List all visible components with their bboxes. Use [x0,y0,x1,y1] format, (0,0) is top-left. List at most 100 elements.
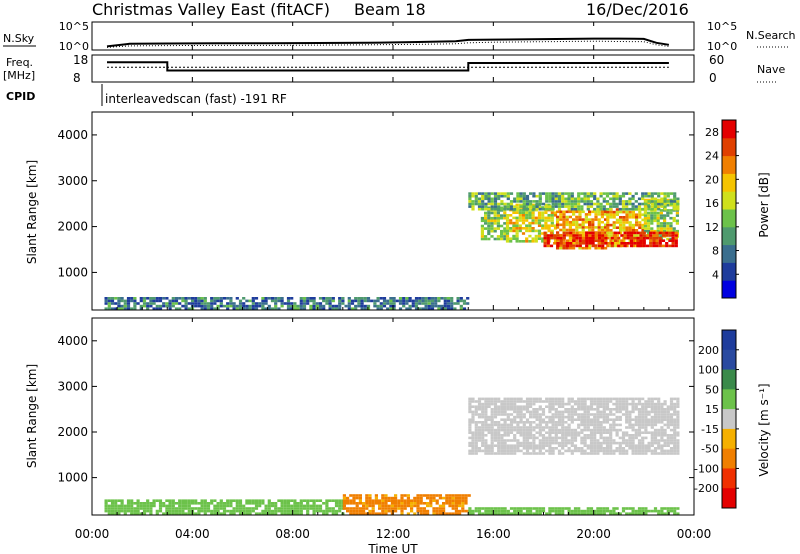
heatmap-cell [448,496,452,500]
heatmap-cell [657,192,661,195]
heatmap-cell [666,452,670,455]
heatmap-cell [158,307,163,310]
heatmap-cell [610,236,614,240]
heatmap-cell [197,304,201,308]
heatmap-cell [644,423,648,427]
heatmap-cell [658,239,662,242]
heatmap-cell [588,242,592,245]
heatmap-cell [484,413,488,416]
heatmap-cell [596,439,600,442]
heatmap-cell [570,192,574,195]
heatmap-cell [653,219,657,223]
heatmap-cell [557,512,562,515]
heatmap-cell [461,499,465,502]
heatmap-cell [490,413,494,416]
heatmap-cell [516,397,520,401]
heatmap-cell [381,502,385,505]
heatmap-cell [567,431,571,434]
heatmap-cell [669,441,674,445]
heatmap-cell [280,512,284,515]
heatmap-cell [653,405,658,408]
heatmap-cell [557,452,562,455]
heatmap-cell [647,418,651,421]
heatmap-cell [653,421,658,424]
heatmap-cell [650,452,654,455]
heatmap-cell [427,299,431,303]
heatmap-cell [378,507,382,510]
heatmap-cell [448,504,452,508]
heatmap-cell [633,242,637,245]
heatmap-cell [171,304,175,308]
heatmap-cell [509,449,514,453]
heatmap-cell [414,304,419,308]
heatmap-cell [586,415,590,419]
heatmap-cell [597,228,601,232]
heatmap-cell [226,302,230,305]
heatmap-cell [605,200,610,203]
heatmap-cell [387,504,391,508]
heatmap-cell [613,231,618,235]
heatmap-cell [302,299,307,303]
heatmap-cell [650,402,654,406]
heatmap-cell [403,494,407,497]
heatmap-cell [660,421,664,424]
heatmap-cell [490,216,494,220]
heatmap-cell [146,307,150,310]
heatmap-cell [503,408,507,411]
heatmap-cell [529,200,533,203]
heatmap-cell [634,431,638,434]
heatmap-cell [602,205,606,208]
heatmap-cell [419,499,423,502]
heatmap-cell [477,449,482,453]
heatmap-cell [480,224,484,228]
heatmap-cell [609,210,613,214]
heatmap-cell [655,231,659,235]
heatmap-cell [669,418,674,421]
heatmap-cell [548,418,552,421]
heatmap-cell [578,210,582,214]
heatmap-cell [518,211,522,214]
heatmap-cell [628,200,632,203]
heatmap-cell [541,227,545,230]
heatmap-cell [561,509,565,513]
heatmap-cell [623,231,627,235]
heatmap-cell [669,209,673,212]
heatmap-cell [525,405,530,408]
heatmap-cell [621,202,626,206]
heatmap-cell [500,216,504,220]
heatmap-cell [416,504,420,508]
heatmap-cell [545,441,549,445]
heatmap-cell [575,223,579,227]
heatmap-cell [133,302,137,305]
heatmap-cell [564,415,568,419]
heatmap-cell [419,507,423,510]
heatmap-cell [440,304,444,308]
heatmap-cell [550,229,554,233]
heatmap-cell [647,444,651,447]
heatmap-cell [660,415,664,419]
heatmap-cell [553,236,557,240]
heatmap-cell [437,307,441,310]
heatmap-cell [564,202,568,206]
heatmap-cell [216,507,220,510]
heatmap-cell [513,397,517,401]
heatmap-cell [477,408,482,411]
heatmap-cell [500,237,504,241]
heatmap-cell [572,236,576,240]
heatmap-cell [490,428,494,432]
heatmap-cell [554,410,558,414]
heatmap-cell [382,304,387,308]
heatmap-cell [643,224,647,228]
heatmap-cell [309,299,313,303]
heatmap-cell [487,229,491,233]
heatmap-cell [551,197,555,201]
heatmap-cell [545,405,549,408]
heatmap-cell [669,400,674,403]
heatmap-cell [293,502,297,505]
heatmap-cell [597,244,602,248]
heatmap-cell [184,304,188,308]
heatmap-cell [669,222,673,225]
heatmap-cell [474,452,478,455]
heatmap-cell [660,512,664,515]
heatmap-cell [104,302,108,305]
